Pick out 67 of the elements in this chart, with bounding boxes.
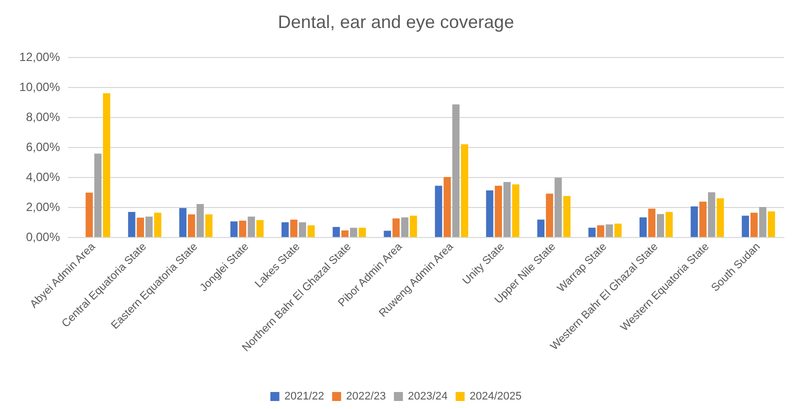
bar bbox=[239, 220, 246, 237]
bar bbox=[179, 208, 186, 237]
bar bbox=[614, 224, 622, 237]
y-tick-label: 2,00% bbox=[26, 200, 60, 214]
bar bbox=[230, 221, 238, 237]
bar bbox=[188, 214, 196, 237]
bar bbox=[434, 186, 442, 237]
bar bbox=[768, 211, 776, 237]
bar bbox=[486, 190, 494, 237]
y-tick-label: 8,00% bbox=[26, 110, 60, 124]
bar bbox=[690, 206, 698, 237]
bar bbox=[410, 216, 418, 237]
bar bbox=[136, 218, 144, 237]
bar bbox=[640, 217, 647, 237]
bar bbox=[392, 218, 400, 237]
y-tick-label: 6,00% bbox=[26, 140, 60, 154]
bar bbox=[154, 212, 162, 237]
bar bbox=[350, 228, 358, 237]
bar bbox=[384, 230, 392, 237]
y-tick-label: 10,00% bbox=[19, 80, 60, 94]
bar bbox=[666, 212, 673, 237]
bar bbox=[341, 230, 349, 237]
bar bbox=[588, 228, 596, 237]
bar bbox=[699, 202, 707, 237]
bar bbox=[401, 217, 408, 237]
legend-label: 2023/24 bbox=[408, 390, 448, 402]
bar bbox=[94, 154, 102, 237]
bar bbox=[332, 226, 340, 237]
bar bbox=[597, 225, 604, 237]
bar bbox=[656, 214, 664, 237]
bar bbox=[648, 208, 656, 237]
bar bbox=[282, 222, 289, 237]
bar bbox=[563, 196, 570, 237]
bar bbox=[554, 178, 562, 237]
bar bbox=[358, 228, 366, 237]
legend-label: 2021/22 bbox=[284, 390, 324, 402]
y-tick-label: 12,00% bbox=[19, 50, 60, 64]
bar bbox=[196, 204, 204, 237]
bar bbox=[102, 93, 110, 237]
legend-label: 2022/23 bbox=[346, 390, 386, 402]
bar bbox=[537, 220, 544, 237]
bar bbox=[308, 225, 315, 237]
y-tick-label: 0,00% bbox=[26, 230, 60, 244]
bar bbox=[759, 207, 766, 237]
bar bbox=[444, 177, 451, 237]
bar bbox=[205, 214, 212, 237]
bar bbox=[86, 192, 93, 237]
bar bbox=[708, 192, 716, 237]
bar bbox=[256, 220, 264, 237]
bar bbox=[460, 144, 468, 237]
bar bbox=[145, 216, 153, 237]
bar bbox=[452, 104, 460, 237]
bar bbox=[494, 186, 502, 237]
bar bbox=[503, 182, 511, 237]
bar bbox=[750, 212, 758, 237]
bar bbox=[248, 216, 255, 237]
bar bbox=[128, 212, 136, 237]
bar bbox=[606, 224, 613, 237]
bar bbox=[512, 184, 520, 237]
y-tick-label: 4,00% bbox=[26, 170, 60, 184]
bar bbox=[546, 194, 554, 237]
bar bbox=[742, 216, 750, 237]
bar bbox=[290, 220, 298, 237]
chart-title: Dental, ear and eye coverage bbox=[278, 12, 514, 32]
legend-label: 2024/2025 bbox=[470, 390, 522, 402]
bar bbox=[716, 198, 724, 237]
bar bbox=[298, 222, 306, 237]
